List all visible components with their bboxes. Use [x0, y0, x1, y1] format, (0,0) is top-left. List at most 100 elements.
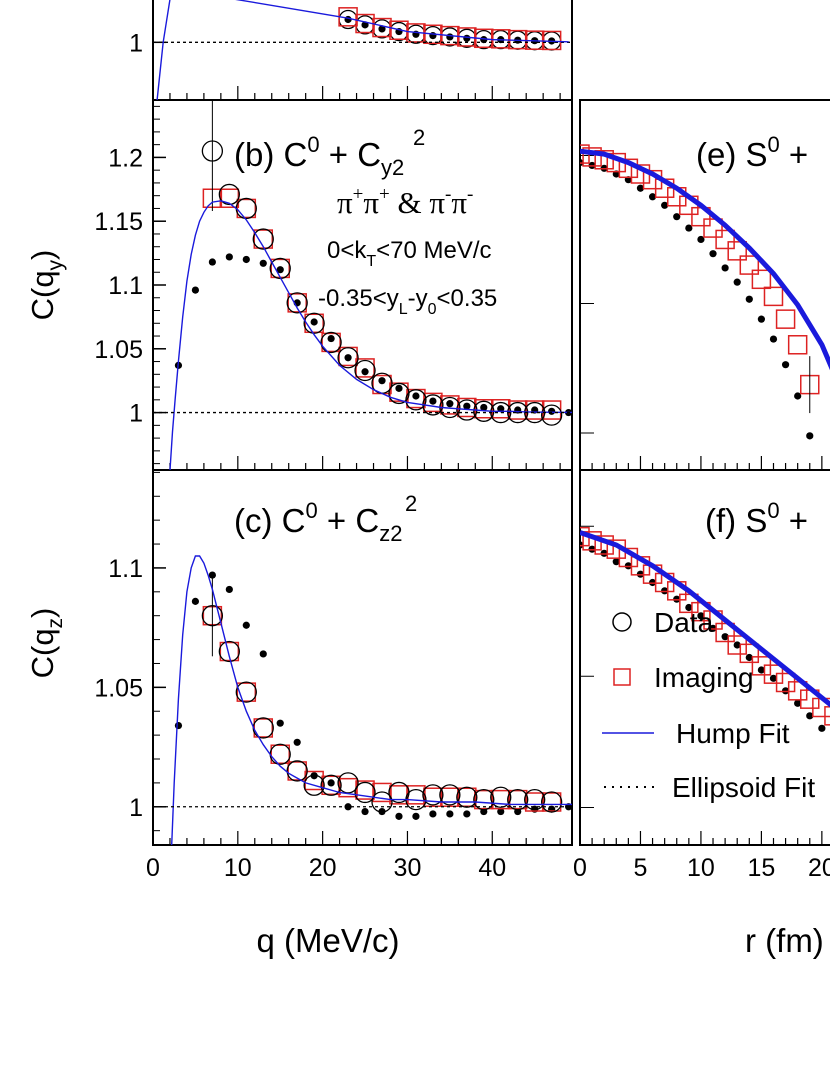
data-open-marker [354, 781, 376, 804]
data-open-marker [490, 786, 512, 808]
data-marker [276, 266, 284, 274]
data-marker [745, 653, 753, 662]
data-open-marker [303, 312, 325, 334]
legend-hump-fit-label: Hump Fit [676, 718, 790, 749]
data-marker [769, 335, 778, 343]
data-marker [293, 738, 301, 746]
data-open-marker [507, 788, 529, 811]
data-marker [781, 361, 790, 369]
data-marker [174, 721, 183, 730]
imaging-marker [582, 147, 602, 167]
imaging-marker [287, 761, 307, 781]
legend: Data Imaging Hump Fit Ellipsoid Fit [602, 607, 815, 803]
y-tick-label-c: 1.05 [94, 674, 143, 702]
y-tick-label-a: 1 [129, 29, 143, 57]
legend-imaging-marker [613, 668, 631, 686]
data-open-marker [540, 404, 563, 426]
y-axis-label-c: C(qz) [25, 608, 67, 679]
data-marker [412, 392, 420, 400]
x-tick-label-f: 10 [687, 854, 715, 882]
data-open-marker [371, 791, 393, 813]
imaging-marker [321, 332, 341, 353]
data-open-marker [337, 347, 359, 369]
panel-f-title: (f) S0 + [705, 498, 808, 539]
y-tick-label-b: 1.2 [108, 144, 143, 172]
data-open-marker [235, 681, 257, 703]
legend-ellipsoid-fit-label: Ellipsoid Fit [672, 772, 815, 803]
data-marker [395, 384, 403, 392]
chart-marks [153, 0, 830, 845]
data-open-marker [473, 788, 495, 811]
data-marker [548, 407, 556, 415]
x-tick-label-c: 20 [309, 854, 337, 882]
data-marker [697, 235, 705, 244]
imaging-marker [715, 229, 735, 250]
panel-c-marks [153, 555, 572, 845]
data-marker [757, 315, 765, 323]
hump-fit-line [169, 200, 572, 470]
data-open-marker [286, 292, 308, 314]
data-marker [344, 803, 352, 811]
data-marker [429, 810, 437, 818]
imaging-marker [304, 313, 324, 334]
x-tick-label-f: 20 [808, 854, 830, 882]
hump-fit-line [580, 148, 830, 371]
data-marker [310, 318, 318, 326]
data-marker [446, 400, 454, 408]
data-marker [242, 255, 250, 264]
data-marker [733, 641, 741, 649]
x-tick-label-c: 10 [224, 854, 252, 882]
data-marker [327, 779, 335, 787]
panel-f-marks [580, 526, 830, 732]
data-marker [463, 810, 471, 818]
imaging-marker [824, 706, 830, 726]
imaging-marker [739, 255, 760, 275]
data-open-marker [524, 788, 546, 811]
hump-fit-line [156, 0, 569, 100]
imaging-marker [524, 792, 545, 812]
imaging-marker [270, 744, 290, 764]
data-marker [344, 354, 352, 362]
data-open-marker [422, 784, 444, 806]
data-marker [395, 812, 403, 820]
panel-a-marks [338, 7, 562, 51]
imaging-marker [321, 775, 341, 796]
data-open-marker [439, 784, 461, 806]
data-marker [429, 397, 437, 405]
panel-b-title: (b) C0 + Cy22 [234, 125, 425, 180]
data-marker [361, 368, 369, 376]
imaging-marker [715, 622, 735, 643]
imaging-marker [236, 682, 257, 702]
data-marker [685, 224, 693, 232]
y-tick-label-b: 1 [129, 400, 143, 428]
panel-e-title: (e) S0 + [696, 132, 808, 173]
imaging-marker [739, 643, 760, 664]
y-tick-label-b: 1.15 [94, 208, 143, 236]
data-marker [378, 25, 386, 33]
imaging-marker [507, 400, 528, 420]
data-marker [721, 633, 729, 641]
data-marker [497, 405, 505, 413]
data-marker [463, 402, 471, 410]
data-open-marker [320, 331, 342, 354]
data-open-marker [269, 743, 291, 765]
x-axis-label-r: r (fm) [745, 922, 824, 959]
data-open-marker [252, 717, 274, 739]
imaging-marker [372, 782, 392, 803]
imaging-marker [423, 787, 443, 807]
legend-imaging-label: Imaging [654, 662, 754, 693]
imaging-marker [775, 309, 796, 329]
data-open-marker [286, 760, 308, 782]
x-tick-label-c: 40 [478, 854, 506, 882]
data-marker [636, 184, 645, 192]
imaging-marker [389, 20, 409, 40]
data-marker [745, 295, 753, 303]
data-marker [225, 253, 233, 261]
y-tick-label-c: 1 [129, 794, 143, 822]
imaging-marker [219, 641, 240, 662]
imaging-marker [787, 335, 808, 355]
panel-frame-f [579, 469, 830, 846]
data-marker [361, 807, 369, 816]
data-marker [259, 650, 267, 658]
